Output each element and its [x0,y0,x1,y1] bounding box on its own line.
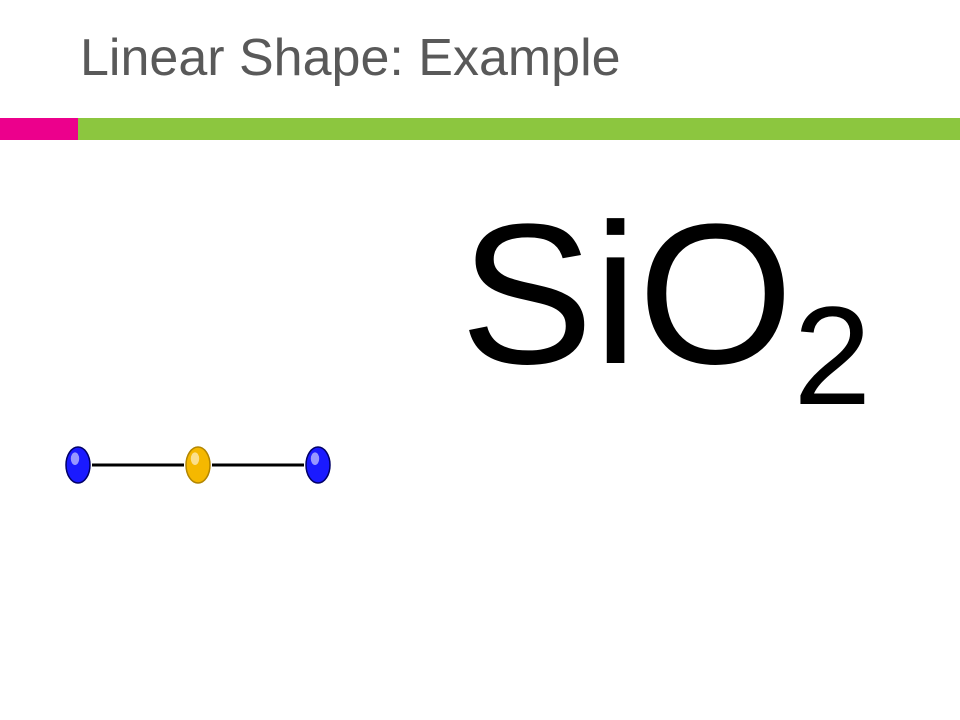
accent-bar [0,118,960,140]
formula-base: SiO [460,183,793,406]
slide: Linear Shape: Example SiO2 [0,0,960,720]
atom [186,447,210,483]
formula-subscript: 2 [793,277,871,434]
atom-highlight [191,452,199,465]
atom [66,447,90,483]
atom [306,447,330,483]
slide-title: Linear Shape: Example [80,28,621,88]
accent-pink [0,118,78,140]
molecule-diagram [58,435,338,495]
accent-green [78,118,960,140]
atom-highlight [311,452,319,465]
atom-highlight [71,452,79,465]
chemical-formula: SiO2 [460,180,871,410]
